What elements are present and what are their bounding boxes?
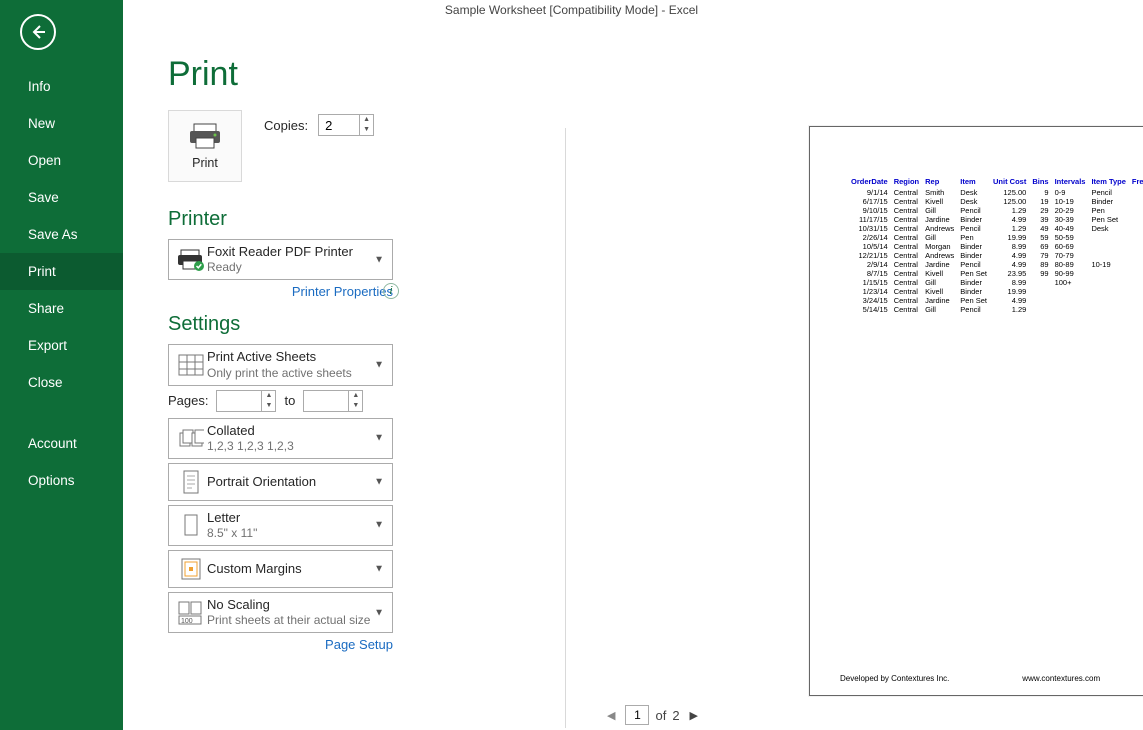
printer-dropdown[interactable]: Foxit Reader PDF Printer Ready ▼	[168, 239, 393, 280]
sheets-icon	[175, 354, 207, 376]
pages-from-spinner[interactable]: ▲▼	[216, 390, 276, 412]
chevron-down-icon: ▼	[374, 359, 384, 370]
scaling-icon: 100	[175, 601, 207, 625]
nav-item-account[interactable]: Account	[0, 425, 123, 462]
chevron-down-icon: ▼	[374, 564, 384, 575]
footer-center: www.contextures.com	[1022, 674, 1100, 683]
nav-item-open[interactable]: Open	[0, 142, 123, 179]
copies-label: Copies:	[264, 118, 308, 133]
printer-icon	[188, 122, 222, 150]
chevron-down-icon: ▼	[374, 254, 384, 265]
paper-sub: 8.5" x 11"	[207, 526, 386, 541]
nav-item-info[interactable]: Info	[0, 68, 123, 105]
preview-table: OrderDateRegionRepItemUnit CostBinsInter…	[848, 177, 1143, 314]
paper-dropdown[interactable]: Letter 8.5" x 11" ▼	[168, 505, 393, 546]
printer-heading: Printer	[168, 208, 393, 231]
copies-spin-arrows[interactable]: ▲▼	[359, 115, 373, 135]
backstage-main: Print Print Copies: ▲▼ Printer i	[123, 0, 1143, 730]
chevron-down-icon: ▼	[374, 607, 384, 618]
copies-spinner[interactable]: ▲▼	[318, 114, 374, 136]
printer-properties-link[interactable]: Printer Properties	[168, 284, 393, 299]
printer-status: Ready	[207, 260, 386, 275]
printer-status-icon	[175, 248, 207, 272]
settings-heading: Settings	[168, 313, 393, 336]
print-preview: OrderDateRegionRepItemUnit CostBinsInter…	[809, 126, 1143, 696]
nav-item-options[interactable]: Options	[0, 462, 123, 499]
print-what-main: Print Active Sheets	[207, 349, 386, 365]
pages-to-input[interactable]	[304, 391, 348, 411]
page-setup-link[interactable]: Page Setup	[168, 637, 393, 652]
page-title: Print	[168, 55, 393, 94]
margins-main: Custom Margins	[207, 561, 386, 577]
collate-dropdown[interactable]: Collated 1,2,3 1,2,3 1,2,3 ▼	[168, 418, 393, 459]
chevron-down-icon: ▼	[374, 476, 384, 487]
chevron-down-icon: ▼	[374, 433, 384, 444]
chevron-down-icon: ▼	[374, 520, 384, 531]
pages-label: Pages:	[168, 393, 208, 408]
orientation-dropdown[interactable]: Portrait Orientation ▼	[168, 463, 393, 501]
scaling-main: No Scaling	[207, 597, 386, 613]
print-what-sub: Only print the active sheets	[207, 366, 386, 381]
print-button[interactable]: Print	[168, 110, 242, 182]
nav-item-share[interactable]: Share	[0, 290, 123, 327]
collate-icon	[175, 427, 207, 449]
nav-item-new[interactable]: New	[0, 105, 123, 142]
pages-to-spinner[interactable]: ▲▼	[303, 390, 363, 412]
nav-item-close[interactable]: Close	[0, 364, 123, 401]
prev-page-button[interactable]: ◀	[603, 709, 619, 722]
page-number-input[interactable]	[625, 705, 649, 725]
paper-main: Letter	[207, 510, 386, 526]
back-arrow-icon	[29, 23, 47, 41]
pages-from-input[interactable]	[217, 391, 261, 411]
copies-input[interactable]	[319, 115, 359, 135]
orientation-main: Portrait Orientation	[207, 474, 386, 490]
vertical-divider	[565, 128, 566, 728]
nav-item-save[interactable]: Save	[0, 179, 123, 216]
backstage-sidebar: InfoNewOpenSaveSave AsPrintShareExportCl…	[0, 0, 123, 730]
printer-info-icon[interactable]: i	[383, 283, 399, 299]
svg-text:100: 100	[181, 618, 193, 625]
printer-name: Foxit Reader PDF Printer	[207, 244, 386, 260]
print-what-dropdown[interactable]: Print Active Sheets Only print the activ…	[168, 344, 393, 385]
nav-item-save-as[interactable]: Save As	[0, 216, 123, 253]
portrait-icon	[175, 470, 207, 494]
margins-icon	[175, 557, 207, 581]
margins-dropdown[interactable]: Custom Margins ▼	[168, 550, 393, 588]
page-total: 2	[672, 708, 679, 723]
print-button-label: Print	[192, 156, 218, 170]
nav-item-print[interactable]: Print	[0, 253, 123, 290]
collate-sub: 1,2,3 1,2,3 1,2,3	[207, 439, 386, 454]
window-title: Sample Worksheet [Compatibility Mode] - …	[445, 3, 698, 17]
scaling-sub: Print sheets at their actual size	[207, 613, 386, 628]
pages-to-label: to	[284, 393, 295, 408]
footer-left: Developed by Contextures Inc.	[840, 674, 949, 683]
page-navigation: ◀ of 2 ▶	[603, 705, 702, 725]
next-page-button[interactable]: ▶	[686, 709, 702, 722]
title-bar: Sample Worksheet [Compatibility Mode] - …	[0, 0, 1143, 20]
paper-icon	[175, 513, 207, 537]
collate-main: Collated	[207, 423, 386, 439]
back-button[interactable]	[20, 14, 56, 50]
preview-footer: Developed by Contextures Inc. www.contex…	[840, 674, 1143, 683]
page-of-label: of	[655, 708, 666, 723]
nav-item-export[interactable]: Export	[0, 327, 123, 364]
scaling-dropdown[interactable]: 100 No Scaling Print sheets at their act…	[168, 592, 393, 633]
